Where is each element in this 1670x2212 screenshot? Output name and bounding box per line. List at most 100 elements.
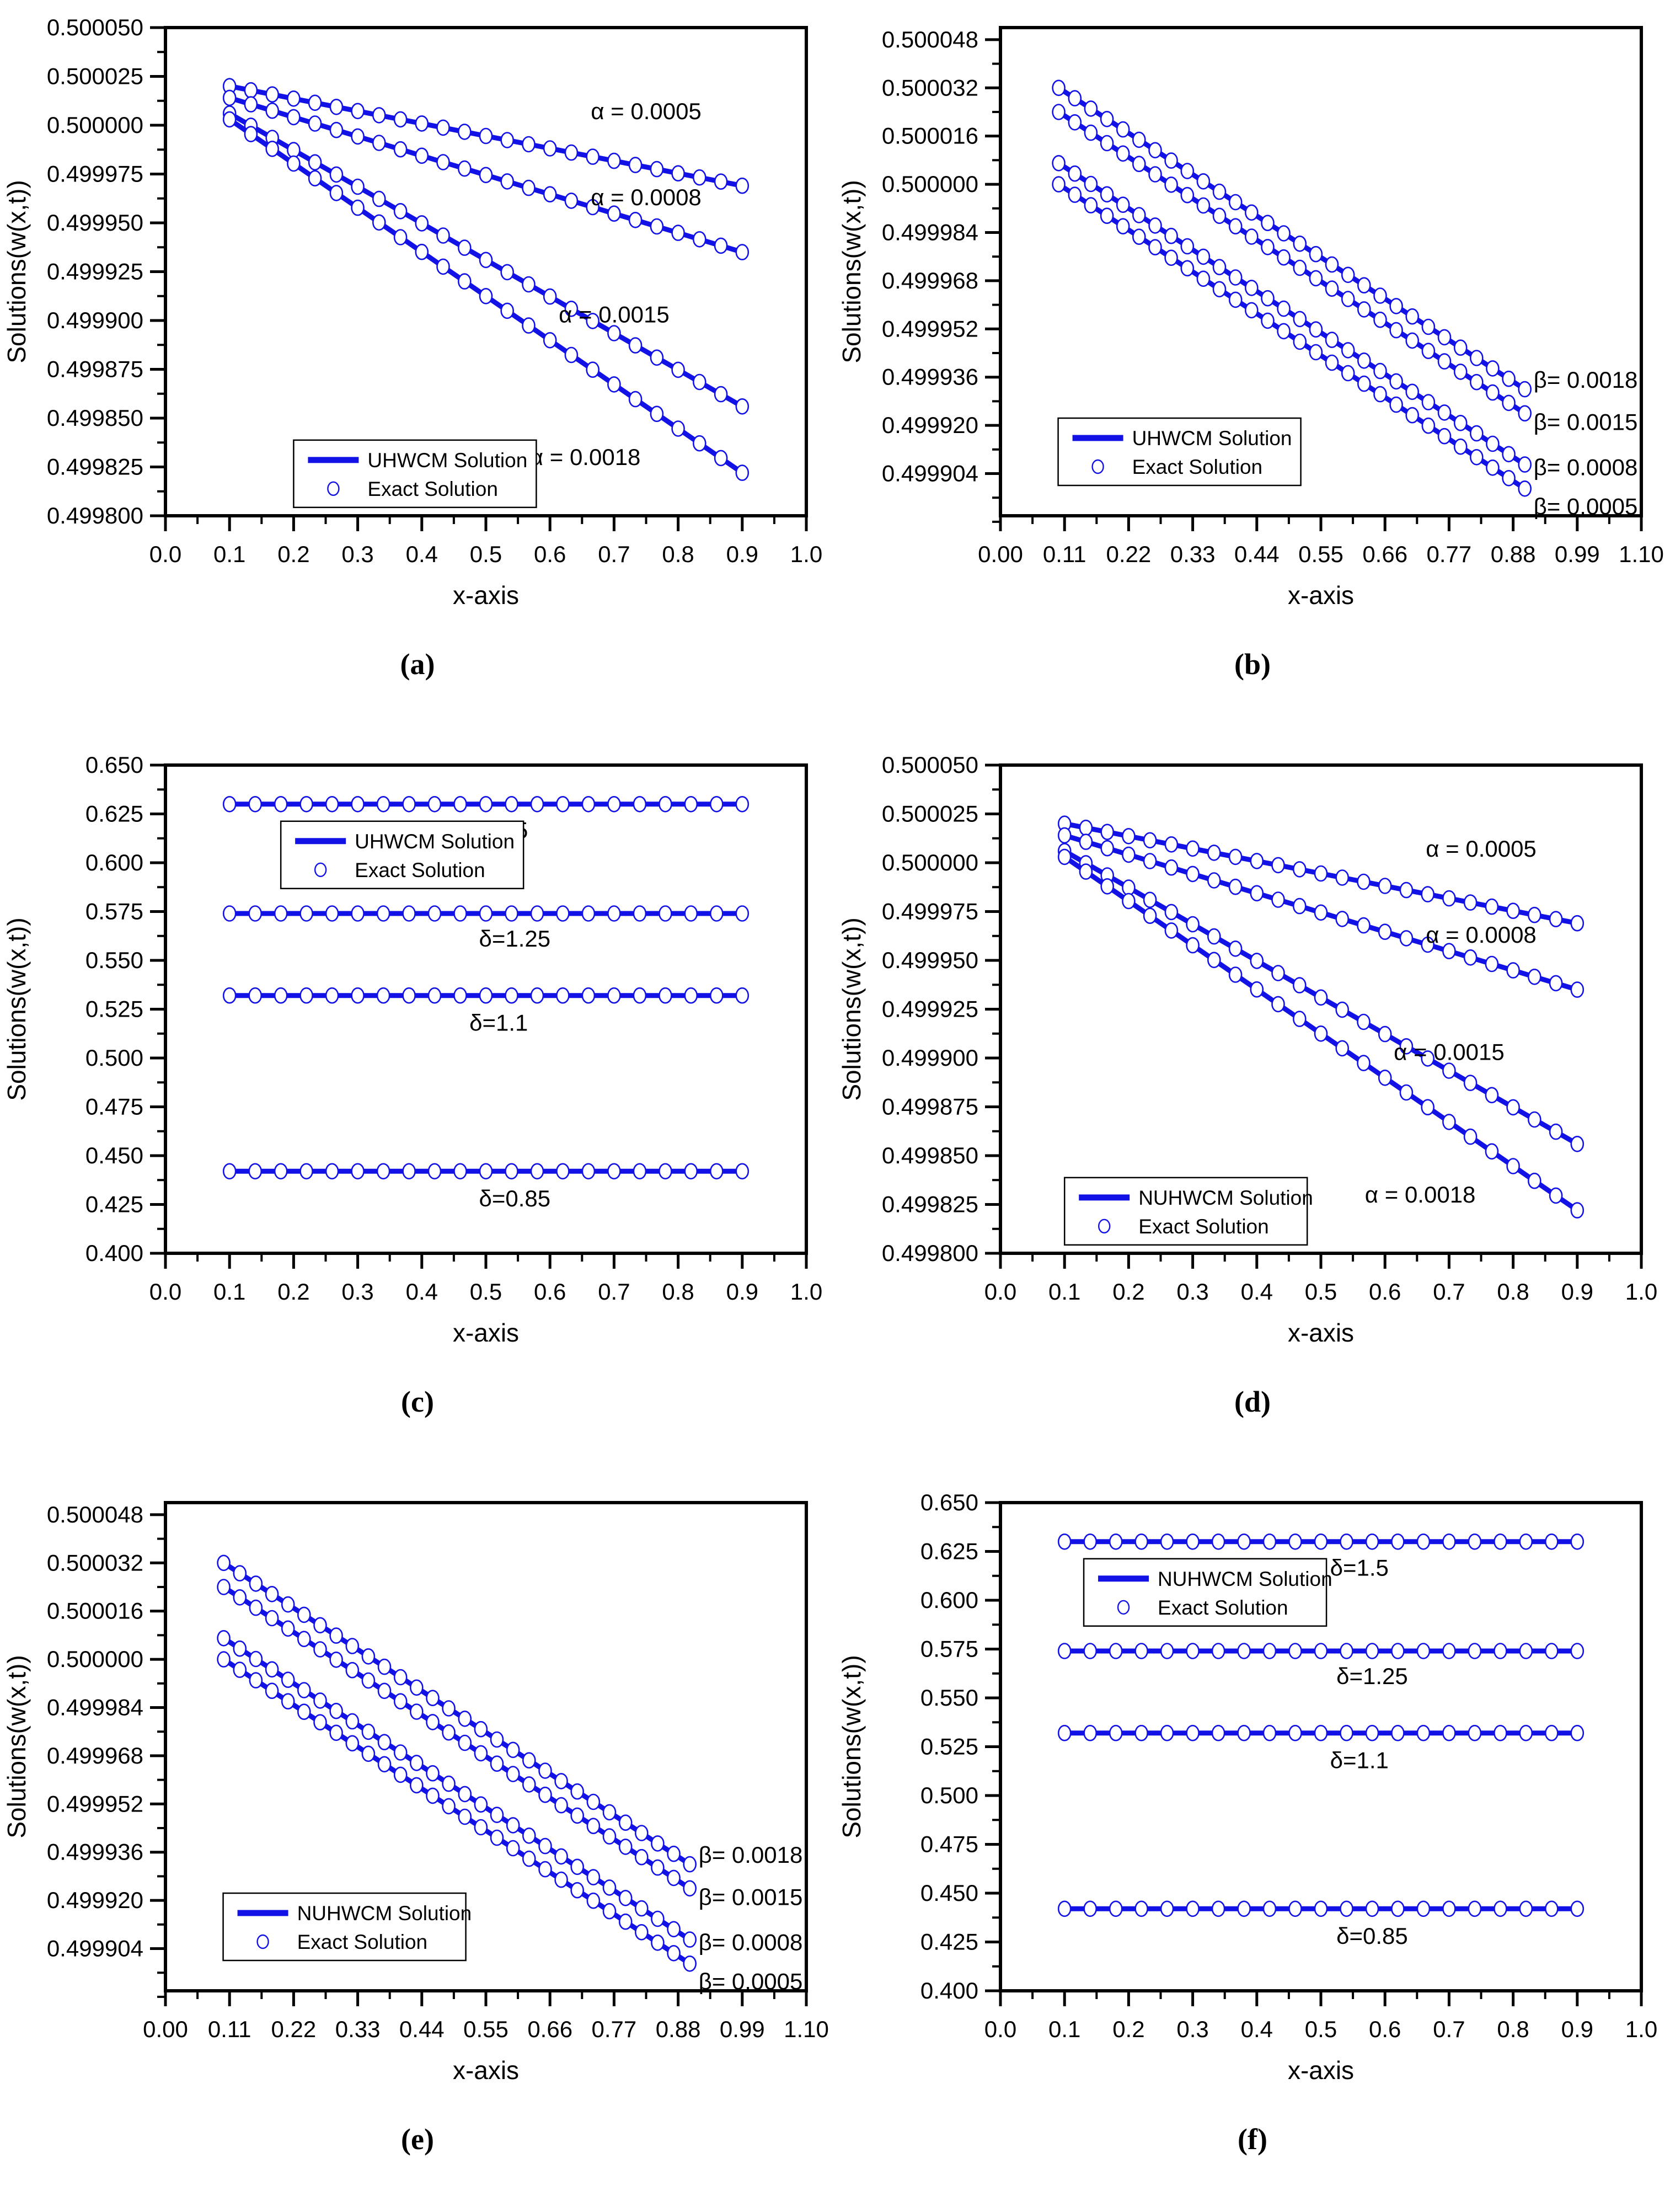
x-axis: 0.0 0.1 0.2 0.3 0.4 0.5 0.6 0.7 0.8 0.9 1.0 bbox=[984, 1253, 1657, 1305]
y-tick-label: 0.499850 bbox=[47, 405, 143, 431]
x-tick-label: 0.4 bbox=[406, 541, 438, 567]
series-markers bbox=[222, 89, 750, 260]
x-tick-label: 0.5 bbox=[1305, 2016, 1337, 2042]
chart-f: 0.0 0.1 0.2 0.3 0.4 0.5 0.6 0.7 0.8 0.9 1.00.6500.… bbox=[837, 1489, 1657, 2085]
panel-e: 0.00 0.11 0.22 0.33 0.44 0.55 0.66 0.77 0.88 0.99… bbox=[0, 1475, 835, 2212]
y-tick-label: 0.499952 bbox=[882, 316, 978, 341]
y-tick-label: 0.499968 bbox=[47, 1743, 143, 1768]
legend: NUHWCM Solution Exact Solution bbox=[222, 1892, 472, 1962]
y-tick-label: 0.550 bbox=[920, 1685, 978, 1711]
caption-a: (a) bbox=[400, 648, 435, 681]
x-tick-label: 0.6 bbox=[1369, 2016, 1401, 2042]
y-axis: 0.650 0.625 0.600 0.575 0.550 0.525 0.500 0.475… bbox=[920, 1489, 1000, 2003]
series-markers bbox=[1057, 1534, 1585, 1550]
y-tick-label: 0.499904 bbox=[882, 461, 978, 487]
legend-box bbox=[1057, 417, 1302, 487]
series-label: δ=1.25 bbox=[479, 926, 550, 952]
legend-item-label: Exact Solution bbox=[1132, 456, 1263, 478]
y-tick-label: 0.499825 bbox=[882, 1192, 978, 1217]
y-axis: 0.500050 0.500025 0.500000 0.499975 0.499950… bbox=[47, 14, 165, 528]
y-tick-label: 0.500016 bbox=[882, 123, 978, 149]
y-tick-label: 0.499984 bbox=[882, 219, 978, 245]
series-markers bbox=[1057, 1900, 1585, 1917]
legend-circle-sample bbox=[1091, 459, 1104, 474]
y-tick-label: 0.500025 bbox=[47, 63, 143, 89]
x-tick-label: 0.9 bbox=[1561, 1279, 1593, 1305]
y-axis: 0.500048 0.500032 0.500016 0.500000 0.499984… bbox=[882, 26, 1000, 523]
x-tick-label: 0.55 bbox=[463, 2016, 509, 2042]
chart-e: 0.00 0.11 0.22 0.33 0.44 0.55 0.66 0.77 0.88 0.99… bbox=[2, 1501, 829, 2085]
x-tick-label: 0.2 bbox=[277, 541, 309, 567]
x-tick-label: 0.99 bbox=[1555, 541, 1600, 567]
y-tick-label: 0.500050 bbox=[882, 752, 978, 778]
caption-d: (d) bbox=[1234, 1385, 1271, 1418]
legend-item-label: Exact Solution bbox=[1158, 1596, 1288, 1619]
y-tick-label: 0.500 bbox=[920, 1782, 978, 1808]
x-tick-label: 0.2 bbox=[277, 1279, 309, 1305]
legend-item-label: NUHWCM Solution bbox=[1138, 1187, 1313, 1209]
x-tick-label: 0.1 bbox=[1048, 2016, 1080, 2042]
x-tick-label: 0.33 bbox=[335, 2016, 381, 2042]
panel-b: 0.00 0.11 0.22 0.33 0.44 0.55 0.66 0.77 0.88 0.99… bbox=[835, 0, 1670, 738]
x-tick-label: 0.4 bbox=[406, 1279, 438, 1305]
y-tick-label: 0.499925 bbox=[882, 996, 978, 1022]
series-markers bbox=[1057, 827, 1585, 998]
x-tick-label: 1.0 bbox=[1625, 1279, 1657, 1305]
legend: UHWCM Solution Exact Solution bbox=[293, 439, 537, 509]
panel-a: 0.0 0.1 0.2 0.3 0.4 0.5 0.6 0.7 0.8 0.9 1.0 0.50005… bbox=[0, 0, 835, 738]
y-tick-label: 0.499950 bbox=[47, 210, 143, 236]
y-axis: 0.500048 0.500032 0.500016 0.500000 0.499984… bbox=[47, 1502, 165, 1998]
series-markers bbox=[217, 1629, 697, 1948]
x-tick-label: 0.6 bbox=[534, 541, 566, 567]
legend-item-label: Exact Solution bbox=[1138, 1215, 1269, 1238]
x-axis-title: x-axis bbox=[1288, 1318, 1354, 1347]
y-tick-label: 0.500000 bbox=[882, 171, 978, 197]
y-tick-label: 0.575 bbox=[920, 1636, 978, 1662]
series-markers bbox=[1057, 1643, 1585, 1659]
legend: NUHWCM Solution Exact Solution bbox=[1063, 1177, 1313, 1246]
series-label: β= 0.0008 bbox=[699, 1930, 803, 1955]
x-tick-label: 0.9 bbox=[1561, 2016, 1593, 2042]
caption-c: (c) bbox=[401, 1385, 434, 1418]
series-markers bbox=[1052, 104, 1532, 422]
legend: UHWCM Solution Exact Solution bbox=[1057, 417, 1302, 487]
y-tick-label: 0.500048 bbox=[47, 1502, 143, 1527]
y-tick-label: 0.499936 bbox=[47, 1839, 143, 1865]
legend-item-label: NUHWCM Solution bbox=[1158, 1568, 1332, 1590]
y-tick-label: 0.500000 bbox=[882, 849, 978, 875]
y-tick-label: 0.550 bbox=[85, 947, 143, 973]
x-tick-label: 0.44 bbox=[1234, 541, 1280, 567]
x-axis-title: x-axis bbox=[1288, 2056, 1354, 2085]
series-label: δ=1.1 bbox=[1330, 1747, 1389, 1773]
series: δ=1.5 δ=1.25 δ=1.1 δ=0.85 bbox=[1057, 1534, 1585, 1949]
series-label: δ=1.5 bbox=[1330, 1555, 1389, 1581]
series-label: α = 0.0018 bbox=[530, 444, 641, 470]
y-tick-label: 0.500048 bbox=[882, 26, 978, 52]
legend-item-label: Exact Solution bbox=[367, 478, 498, 500]
x-tick-label: 0.9 bbox=[726, 541, 758, 567]
x-tick-label: 0.2 bbox=[1112, 2016, 1144, 2042]
series-markers bbox=[222, 796, 750, 813]
x-tick-label: 0.1 bbox=[213, 1279, 245, 1305]
x-tick-label: 0.8 bbox=[662, 541, 694, 567]
y-tick-label: 0.600 bbox=[920, 1587, 978, 1613]
y-tick-label: 0.499984 bbox=[47, 1694, 143, 1720]
series-markers bbox=[217, 1579, 697, 1897]
x-tick-label: 1.0 bbox=[790, 1279, 822, 1305]
y-tick-label: 0.499875 bbox=[882, 1094, 978, 1120]
x-axis: 0.0 0.1 0.2 0.3 0.4 0.5 0.6 0.7 0.8 0.9 1.0 bbox=[149, 516, 822, 567]
y-tick-label: 0.499975 bbox=[882, 899, 978, 925]
x-tick-label: 0.1 bbox=[213, 541, 245, 567]
series-label: β= 0.0018 bbox=[1534, 367, 1638, 393]
x-tick-label: 0.3 bbox=[341, 1279, 373, 1305]
legend-box bbox=[1083, 1558, 1328, 1627]
series-label: β= 0.0018 bbox=[699, 1842, 803, 1868]
chart-a: 0.0 0.1 0.2 0.3 0.4 0.5 0.6 0.7 0.8 0.9 1.0 0.50005… bbox=[2, 14, 822, 610]
legend-item-label: UHWCM Solution bbox=[1132, 427, 1292, 450]
y-tick-label: 0.499925 bbox=[47, 259, 143, 285]
y-tick-label: 0.625 bbox=[920, 1538, 978, 1564]
series-markers bbox=[222, 111, 750, 481]
y-tick-label: 0.499950 bbox=[882, 947, 978, 973]
x-tick-label: 0.5 bbox=[1305, 1279, 1337, 1305]
x-tick-label: 0.22 bbox=[271, 2016, 317, 2042]
